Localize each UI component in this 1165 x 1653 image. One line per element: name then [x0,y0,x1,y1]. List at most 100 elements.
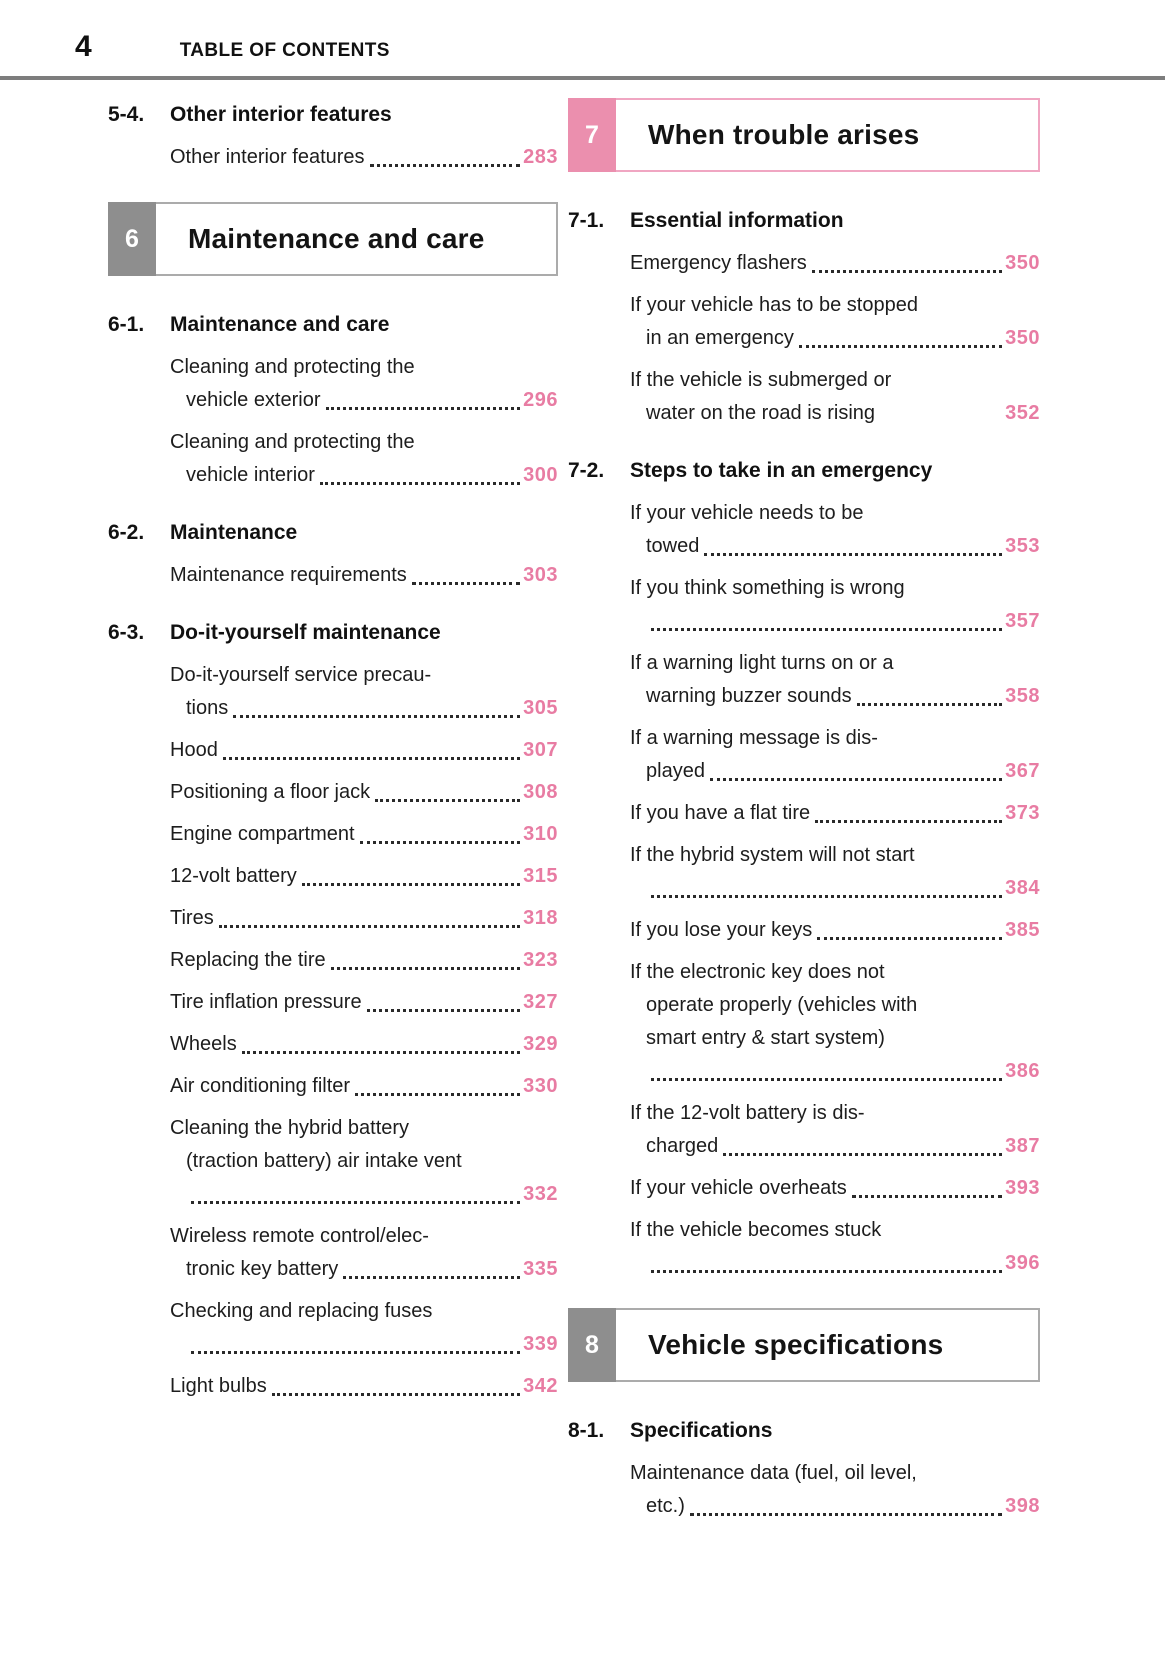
dot-leader [709,778,1003,781]
section-number: 6-3. [108,621,145,644]
header-rule [0,76,1165,80]
chapter-title: Maintenance and care [188,223,485,254]
toc-entry-text: Cleaning and protecting the [170,431,415,453]
toc-entry-text: If you have a flat tire [630,802,811,824]
toc-entry-line: tions 305 [170,692,558,725]
dot-leader [359,841,521,844]
toc-entry: Hood 307 [170,734,558,767]
toc-entry-line: 396 [630,1247,1040,1280]
toc-entry-text: If the vehicle becomes stuck [630,1219,882,1241]
dot-leader [815,820,1003,823]
toc-entry-text: Tire inflation pressure [170,991,362,1013]
toc-entry-text: Maintenance requirements [170,564,407,586]
page-ref: 387 [1005,1135,1040,1157]
toc-entry: Positioning a floor jack 308 [170,776,558,809]
toc-entry-line: in an emergency 350 [630,322,1040,355]
page-ref: 308 [523,781,558,803]
chapter-number-badge: 6 [108,202,156,276]
toc-entry-text: If your vehicle has to be stopped [630,294,918,316]
section-heading: 7-1. Essential information [568,204,1040,237]
toc-entry-line: If the vehicle becomes stuck [630,1214,1040,1247]
toc-entry-line: Wireless remote control/elec- [170,1220,558,1253]
toc-entry-line: Engine compartment 310 [170,818,558,851]
toc-entry-line: If the 12-volt battery is dis- [630,1097,1040,1130]
toc-entry-text: Do-it-yourself service precau- [170,664,432,686]
dot-leader [271,1393,521,1396]
toc-entry-line: 332 [170,1178,558,1211]
toc-entry-text: in an emergency [646,327,794,349]
toc-entry-line: If a warning light turns on or a [630,647,1040,680]
toc-section: 7-2. Steps to take in an emergency If your… [568,454,1040,1280]
chapter-title: When trouble arises [648,119,920,150]
toc-entry: Cleaning and protecting the vehicle inter… [170,426,558,492]
toc-entry-line: Hood 307 [170,734,558,767]
toc-entry: If your vehicle overheats 393 [630,1172,1040,1205]
toc-entry: If the vehicle is submerged or water on t… [630,364,1040,430]
toc-entry: Do-it-yourself service precau-tions 305 [170,659,558,725]
dot-leader [301,883,521,886]
toc-entry-line: Cleaning the hybrid battery [170,1112,558,1145]
chapter-number-badge: 7 [568,98,616,172]
toc-right-column: 7 When trouble arises 7-1. Essential inform… [568,98,1040,1532]
page-ref: 332 [523,1183,558,1205]
toc-entry-line: If the electronic key does not [630,956,1040,989]
toc-entry-text: played [646,760,705,782]
page-ref: 296 [523,389,558,411]
toc-entry: 12-volt battery 315 [170,860,558,893]
section-title: Maintenance [170,521,298,544]
chapter-number-badge: 8 [568,1308,616,1382]
dot-leader [411,582,521,585]
page-ref: 315 [523,865,558,887]
toc-entry-text: If the electronic key does not [630,961,885,983]
toc-entry-line: Checking and replacing fuses [170,1295,558,1328]
section-entries: Do-it-yourself service precau-tions 305 Ho… [170,659,558,1403]
toc-entry-line: Maintenance requirements 303 [170,559,558,592]
section-title: Maintenance and care [170,313,390,336]
toc-entry-line: tronic key battery 335 [170,1253,558,1286]
toc-entry: Tires 318 [170,902,558,935]
toc-entry: Tire inflation pressure 327 [170,986,558,1019]
toc-entry-line: Air conditioning filter 330 [170,1070,558,1103]
page-ref: 305 [523,697,558,719]
toc-entry-line: Maintenance data (fuel, oil level, [630,1457,1040,1490]
toc-entry-text: Positioning a floor jack [170,781,371,803]
page-ref: 350 [1005,252,1040,274]
toc-entry-text: 12-volt battery [170,865,297,887]
toc-entry: If a warning light turns on or a warning … [630,647,1040,713]
section-title: Steps to take in an emergency [630,459,933,482]
toc-entry-line: Cleaning and protecting the [170,351,558,384]
toc-entry-line: Tire inflation pressure 327 [170,986,558,1019]
dot-leader [651,628,1003,631]
section-number: 5-4. [108,103,145,126]
toc-entry-line: If your vehicle overheats 393 [630,1172,1040,1205]
page-ref: 283 [523,146,558,168]
toc-entry-text: operate properly (vehicles with [646,994,918,1016]
toc-entry: Wheels 329 [170,1028,558,1061]
dot-leader [651,895,1003,898]
toc-entry-line: Do-it-yourself service precau- [170,659,558,692]
toc-entry-line: vehicle interior 300 [170,459,558,492]
toc-entry-text: vehicle interior [186,464,315,486]
toc-entry: If the vehicle becomes stuck 396 [630,1214,1040,1280]
toc-entry-text: If your vehicle overheats [630,1177,847,1199]
chapter-number: 8 [585,1330,599,1359]
dot-leader [689,1513,1003,1516]
section-number: 8-1. [568,1419,605,1442]
toc-entry-text: Tires [170,907,214,929]
section-number: 7-1. [568,209,605,232]
page-ref: 358 [1005,685,1040,707]
toc-entry: Checking and replacing fuses 339 [170,1295,558,1361]
toc-entry: Replacing the tire 323 [170,944,558,977]
section-entries: Maintenance data (fuel, oil level, etc.) 3… [630,1457,1040,1523]
section-entries: Cleaning and protecting the vehicle exter… [170,351,558,492]
section-entries: Emergency flashers 350 If your vehicle has… [630,247,1040,430]
chapter-number: 6 [125,224,139,253]
section-title: Other interior features [170,103,392,126]
toc-entry: If the 12-volt battery is dis-charged 387 [630,1097,1040,1163]
dot-leader [798,345,1003,348]
dot-leader [355,1093,521,1096]
page-ref: 367 [1005,760,1040,782]
toc-entry-line: If your vehicle needs to be [630,497,1040,530]
page-ref: 352 [1005,402,1040,424]
dot-leader [366,1009,521,1012]
